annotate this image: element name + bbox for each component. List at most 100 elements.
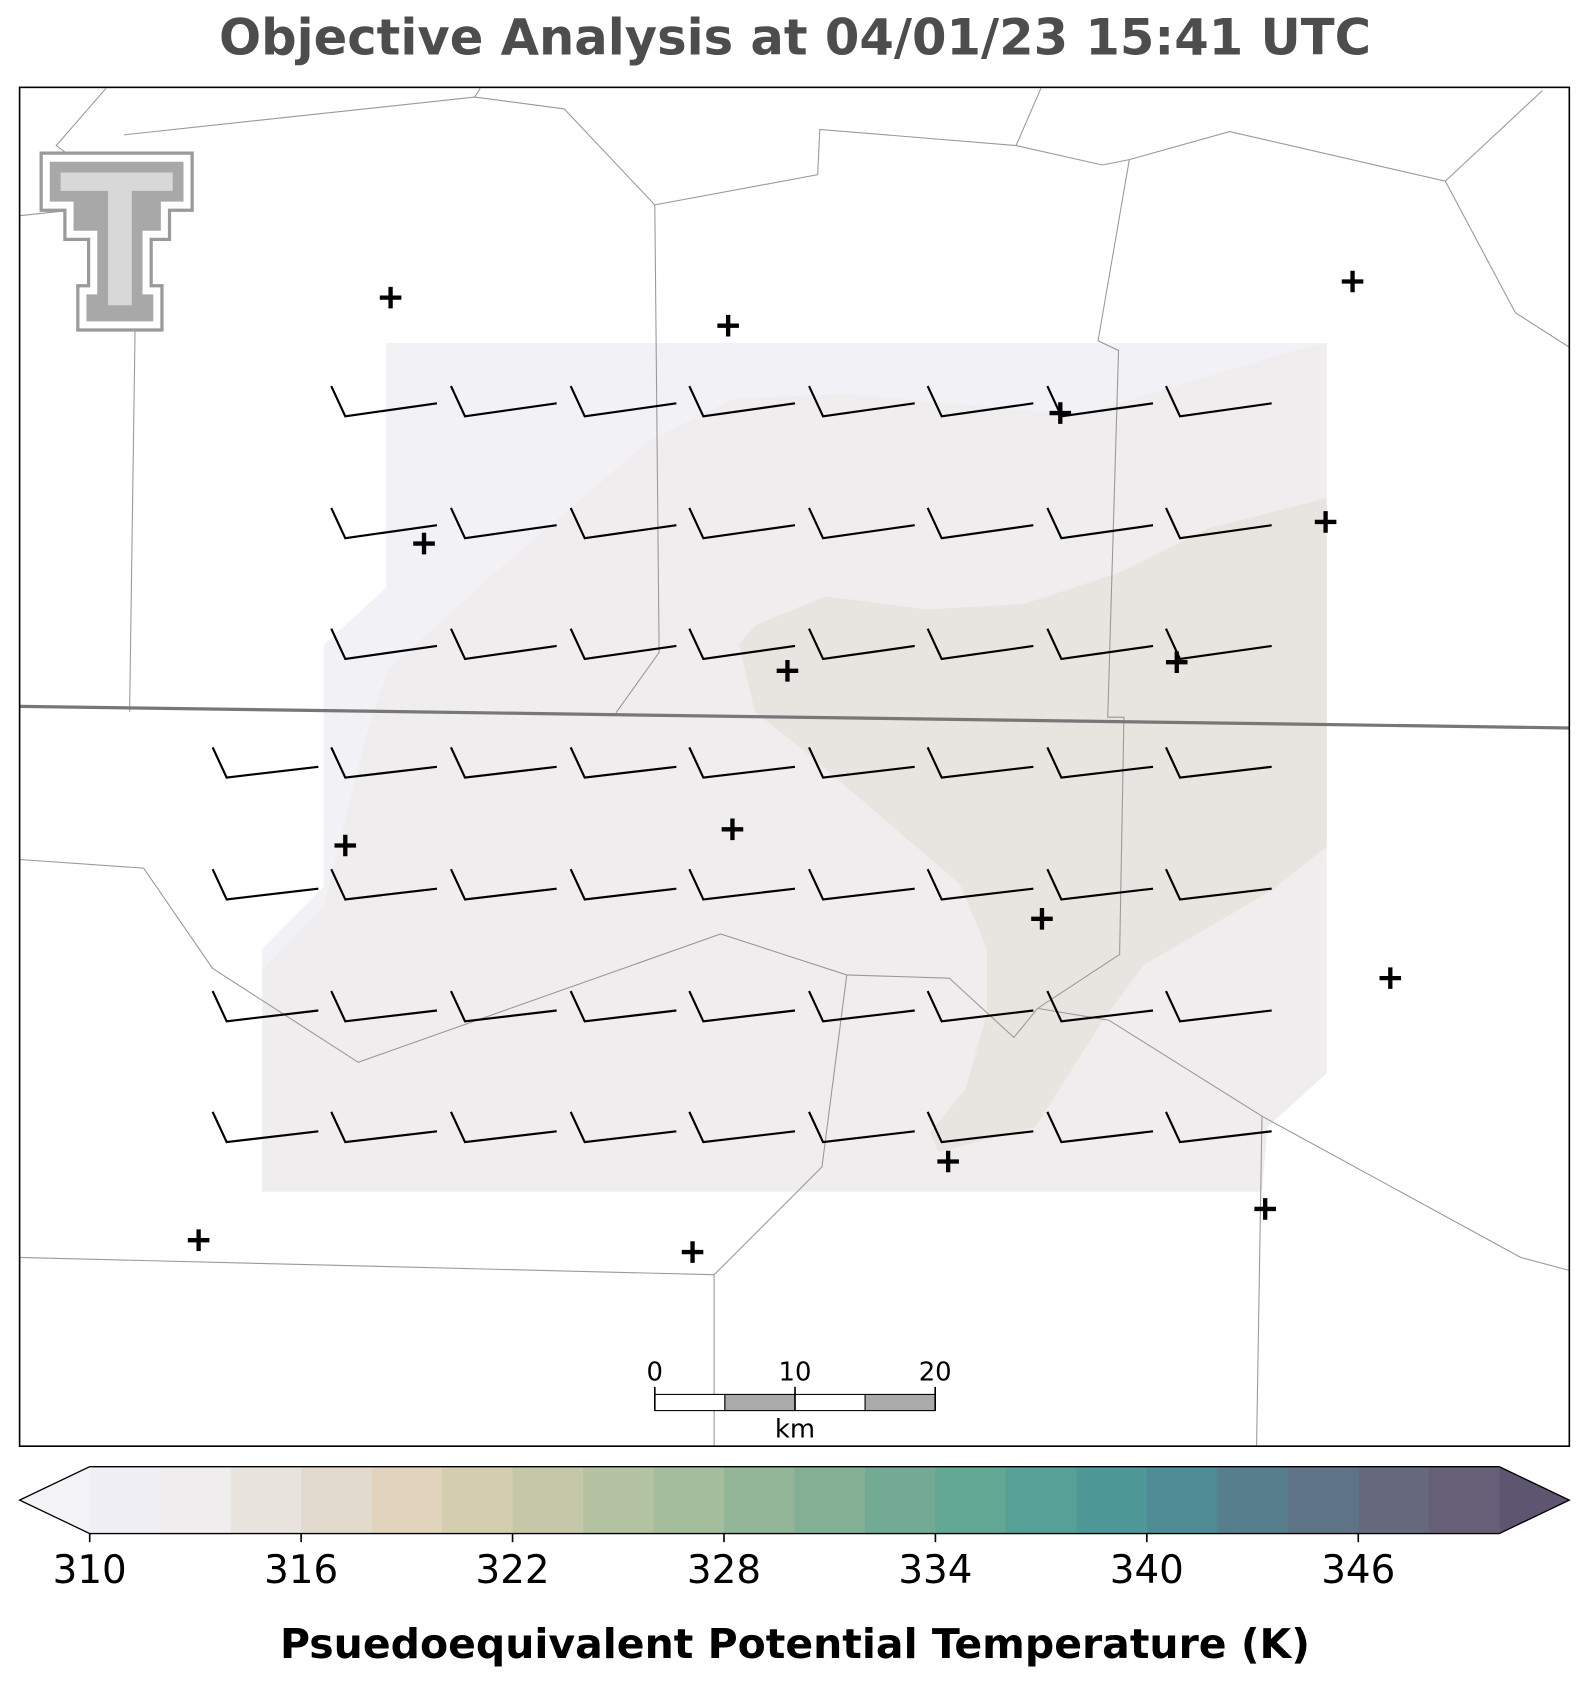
map: 0 10 20 km bbox=[18, 86, 1571, 1448]
wind-barb bbox=[1046, 628, 1154, 661]
county-line bbox=[474, 88, 481, 98]
county-line bbox=[1037, 1007, 1263, 1447]
wind-barb bbox=[808, 1111, 915, 1144]
wind-barb bbox=[926, 385, 1034, 418]
wind-barb bbox=[926, 868, 1034, 901]
wind-barb bbox=[330, 507, 438, 540]
scale-bar: 0 10 20 km bbox=[647, 1357, 952, 1444]
station-marker bbox=[379, 286, 402, 309]
scale-bar-tick-label: 0 bbox=[647, 1357, 663, 1387]
colorbar-segment bbox=[301, 1466, 373, 1534]
wind-barb bbox=[449, 1111, 557, 1144]
colorbar-tick-label: 316 bbox=[264, 1548, 338, 1593]
wind-barb bbox=[1046, 1111, 1154, 1144]
wind-barb bbox=[688, 746, 796, 779]
wind-barb bbox=[1165, 746, 1272, 779]
wind-barb bbox=[569, 1111, 677, 1144]
wind-barb bbox=[449, 507, 557, 540]
wind-barb bbox=[688, 990, 796, 1023]
wind-barb bbox=[211, 1111, 319, 1144]
scale-bar-unit: km bbox=[775, 1415, 815, 1445]
station-marker bbox=[413, 532, 435, 555]
colorbar-segment bbox=[371, 1466, 443, 1534]
wind-barb bbox=[926, 1111, 1034, 1144]
scale-bar-segment bbox=[864, 1393, 936, 1412]
scale-bar-tick-label: 20 bbox=[919, 1357, 952, 1387]
colorbar-segment bbox=[794, 1466, 866, 1534]
colorbar-tick-label: 322 bbox=[476, 1548, 550, 1593]
colorbar-segment bbox=[1076, 1466, 1148, 1534]
chart-title: Objective Analysis at 04/01/23 15:41 UTC bbox=[219, 8, 1371, 66]
logo bbox=[39, 151, 194, 332]
colorbar-segment bbox=[935, 1466, 1007, 1534]
colorbar-segment bbox=[230, 1466, 302, 1534]
wind-barb bbox=[449, 385, 557, 418]
colorbar-segment bbox=[1287, 1466, 1359, 1534]
station-marker bbox=[1165, 651, 1188, 673]
wind-barb bbox=[330, 868, 438, 901]
wind-barb bbox=[449, 990, 557, 1023]
wind-barb bbox=[688, 868, 796, 901]
wind-barb bbox=[211, 990, 319, 1023]
colorbar-tick-label: 346 bbox=[1321, 1548, 1395, 1593]
station-marker bbox=[1031, 908, 1053, 930]
wind-barb bbox=[808, 868, 915, 901]
station-marker bbox=[776, 660, 799, 682]
wind-barb bbox=[808, 507, 915, 540]
colorbar-segment bbox=[512, 1466, 584, 1534]
wind-barb bbox=[569, 746, 677, 779]
station-marker bbox=[334, 834, 357, 857]
county-line bbox=[124, 96, 660, 714]
station-marker bbox=[937, 1150, 959, 1173]
wind-barb bbox=[808, 990, 915, 1023]
station-marker bbox=[681, 1241, 704, 1263]
wind-barb bbox=[211, 868, 319, 901]
wind-barb bbox=[330, 628, 438, 661]
colorbar-extension bbox=[19, 1466, 90, 1534]
wind-barb bbox=[926, 990, 1034, 1023]
wind-barb bbox=[330, 990, 438, 1023]
wind-barb bbox=[926, 507, 1034, 540]
wind-barb bbox=[688, 1111, 796, 1144]
wind-barb bbox=[1165, 628, 1272, 661]
wind-barbs bbox=[211, 385, 1272, 1144]
wind-barb bbox=[569, 990, 677, 1023]
wind-barb bbox=[330, 746, 438, 779]
wind-barb bbox=[449, 746, 557, 779]
wind-barb bbox=[449, 628, 557, 661]
colorbar-segment bbox=[1005, 1466, 1077, 1534]
colorbar-tick-label: 340 bbox=[1110, 1548, 1184, 1593]
wind-barb bbox=[1165, 868, 1272, 901]
colorbar-segment bbox=[1146, 1466, 1218, 1534]
state-border bbox=[19, 704, 1570, 730]
colorbar-segment bbox=[160, 1466, 232, 1534]
wind-barb bbox=[926, 746, 1034, 779]
station-marker bbox=[1254, 1198, 1276, 1220]
station-marker bbox=[187, 1229, 210, 1251]
colorbar: 310 316 322 328 334 340 346 bbox=[18, 1466, 1571, 1593]
colorbar-label: Psuedoequivalent Potential Temperature (… bbox=[280, 1620, 1310, 1668]
colorbar-segment bbox=[1217, 1466, 1289, 1534]
colorbar-segment bbox=[89, 1466, 161, 1534]
county-line bbox=[19, 159, 1130, 1063]
wind-barb bbox=[688, 507, 796, 540]
map-frame bbox=[18, 86, 1571, 1448]
wind-barb bbox=[1165, 990, 1272, 1023]
station-marker bbox=[1049, 402, 1072, 424]
wind-barb bbox=[808, 385, 915, 418]
county-line bbox=[654, 90, 1543, 206]
wind-barb bbox=[569, 385, 677, 418]
wind-barb bbox=[926, 628, 1034, 661]
stations bbox=[187, 270, 1402, 1263]
wind-barb bbox=[211, 746, 319, 779]
colorbar-segment bbox=[442, 1466, 514, 1534]
scale-bar-segment bbox=[724, 1393, 796, 1412]
colorbar-tick-label: 310 bbox=[53, 1548, 127, 1593]
county-line bbox=[1444, 180, 1570, 348]
station-marker bbox=[1314, 511, 1337, 533]
scale-bar-segment bbox=[794, 1393, 866, 1412]
wind-barb bbox=[1165, 1111, 1272, 1144]
county-line bbox=[713, 974, 848, 1447]
colorbar-tick-label: 328 bbox=[687, 1548, 761, 1593]
